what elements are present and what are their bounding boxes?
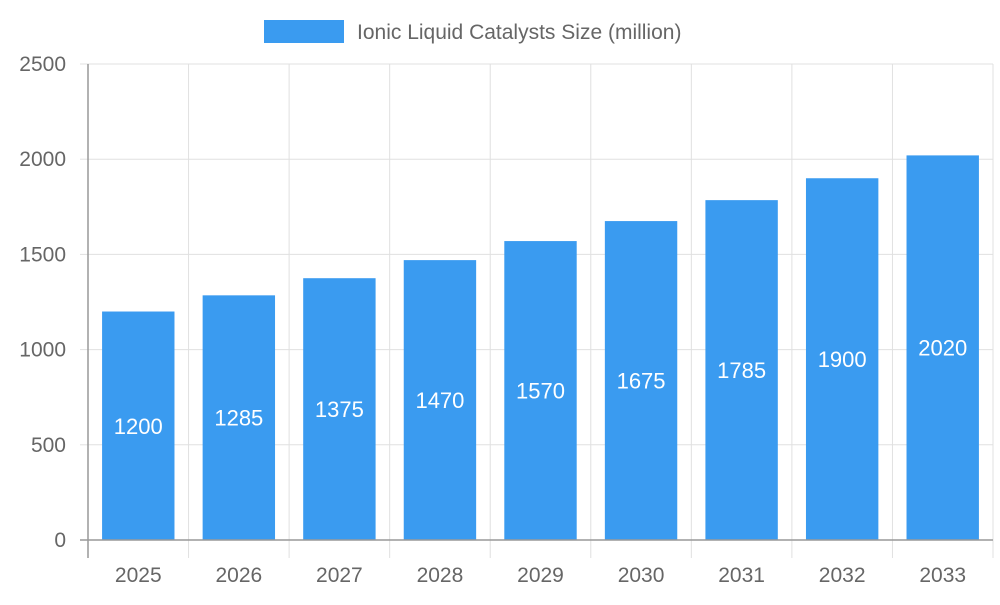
y-tick-label: 2500 (19, 53, 66, 76)
data-label-2029: 1570 (516, 379, 565, 404)
y-tick-label: 2000 (19, 148, 66, 171)
bar-2028 (403, 260, 477, 540)
data-label-2031: 1785 (717, 358, 766, 383)
bar-2031 (705, 200, 778, 541)
bar-2033 (906, 155, 979, 540)
x-tick-label: 2027 (316, 564, 363, 587)
bar-2027 (303, 278, 376, 540)
x-tick-label: 2025 (115, 564, 162, 587)
data-label-2027: 1375 (315, 397, 364, 422)
data-label-2030: 1675 (617, 369, 666, 394)
x-tick-label: 2028 (417, 564, 464, 587)
y-tick-label: 500 (31, 434, 66, 457)
x-tick-label: 2029 (517, 564, 564, 587)
bar-2025 (102, 311, 175, 540)
bars: 1200 1285 1375 1470 1570 1675 1785 1900 2020 (102, 155, 979, 541)
data-label-2028: 1470 (415, 388, 464, 413)
data-label-2025: 1200 (114, 414, 163, 439)
bar-2030 (604, 221, 678, 540)
bar-2029 (504, 241, 577, 540)
y-tick-label: 1500 (19, 243, 66, 266)
data-label-2033: 2020 (918, 336, 967, 361)
bar-2032 (805, 178, 879, 541)
axes: 0 500 1000 1500 2000 2500 2025 2026 2027 2028 2029… (19, 53, 994, 587)
y-tick-label: 0 (54, 529, 66, 552)
x-tick-label: 2026 (215, 564, 262, 587)
data-label-2026: 1285 (214, 406, 263, 431)
x-tick-label: 2032 (819, 564, 866, 587)
y-tick-label: 1000 (19, 339, 66, 362)
bar-2026 (202, 295, 276, 540)
grid (88, 63, 994, 540)
x-tick-label: 2030 (618, 564, 665, 587)
x-tick-label: 2031 (718, 564, 765, 587)
legend-swatch (264, 20, 344, 43)
legend-label: Ionic Liquid Catalysts Size (million) (357, 21, 681, 44)
x-tick-label: 2033 (919, 564, 966, 587)
legend[interactable]: Ionic Liquid Catalysts Size (million) (264, 20, 681, 44)
data-label-2032: 1900 (818, 347, 867, 372)
